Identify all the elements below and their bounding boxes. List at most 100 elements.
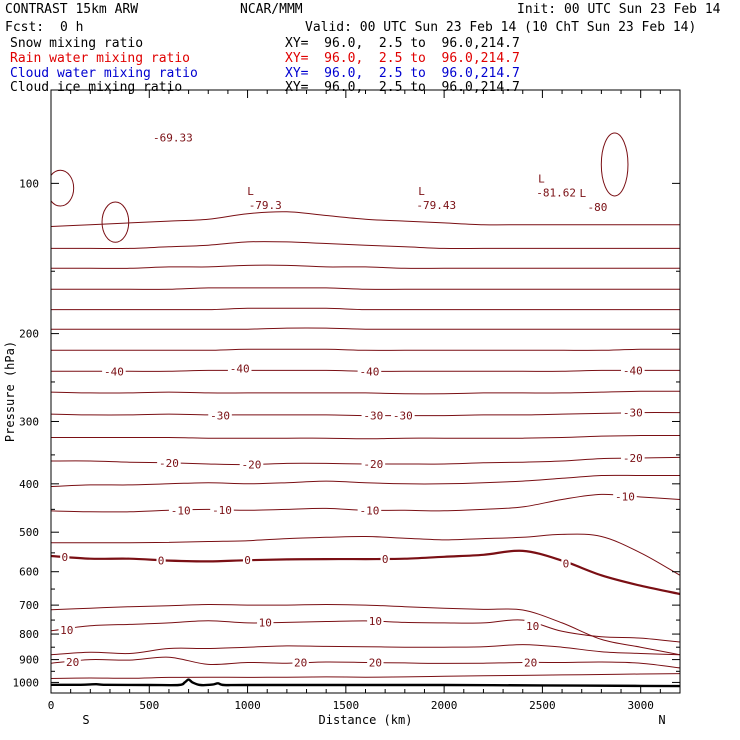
contour-label-bg bbox=[367, 614, 384, 627]
contour-label: -10 bbox=[171, 504, 191, 517]
contour-label: 20 bbox=[66, 656, 79, 669]
contour-label: -30 bbox=[623, 407, 643, 420]
header-fcst-label: Fcst: bbox=[5, 20, 45, 35]
contour-line-10 bbox=[51, 619, 680, 643]
low-value: -79.3 bbox=[249, 199, 282, 212]
x-end-label-south: S bbox=[82, 713, 89, 727]
contour-line-15 bbox=[51, 644, 680, 656]
contour-label-bg bbox=[357, 504, 382, 517]
field-cloudwater-xy: XY= 96.0, 2.5 to 96.0,214.7 bbox=[285, 66, 520, 81]
contour-label: 0 bbox=[158, 555, 165, 568]
header-fcst-value: 0 h bbox=[60, 20, 84, 35]
contour-line-m45 bbox=[51, 348, 680, 351]
field-cloudice-xy: XY= 96.0, 2.5 to 96.0,214.7 bbox=[285, 80, 520, 95]
contour-line-m55 bbox=[51, 307, 680, 311]
x-tick-label: 2000 bbox=[431, 699, 458, 712]
x-axis: 0 500 1000 1500 2000 2500 3000 bbox=[48, 90, 681, 712]
contour-label: 0 bbox=[382, 553, 389, 566]
header-init: Init: 00 UTC Sun 23 Feb 14 bbox=[517, 2, 721, 17]
contour-label-bg bbox=[561, 557, 571, 570]
contour-line-m65 bbox=[51, 264, 680, 269]
x-tick-label: 1500 bbox=[333, 699, 360, 712]
y-tick-label: 100 bbox=[19, 177, 39, 190]
y-tick-label: 900 bbox=[19, 654, 39, 667]
contour-label-bg bbox=[150, 131, 196, 144]
contour-label: -30 bbox=[210, 410, 230, 423]
contour-label: -20 bbox=[242, 459, 262, 472]
contour-label: -20 bbox=[159, 457, 179, 470]
contour-label-bg bbox=[242, 554, 253, 567]
y-tick-label: 600 bbox=[19, 566, 39, 579]
contour-label: 20 bbox=[369, 656, 382, 669]
contour-label: -40 bbox=[230, 363, 250, 376]
contour-line-m75 bbox=[51, 211, 680, 227]
field-rain-name: Rain water mixing ratio bbox=[10, 51, 191, 66]
contour-line-20 bbox=[51, 656, 680, 669]
contour-label-bg bbox=[156, 554, 166, 567]
x-end-label-north: N bbox=[658, 713, 665, 727]
contour-label: -10 bbox=[359, 504, 379, 517]
contour-label: 0 bbox=[244, 554, 251, 567]
contour-label-bg bbox=[208, 409, 232, 422]
low-marker-l: L bbox=[418, 185, 425, 198]
contour-label: 20 bbox=[524, 656, 537, 669]
contour-label-bg bbox=[168, 504, 193, 517]
low-value: -80 bbox=[588, 201, 608, 214]
contour-label-bg bbox=[361, 409, 386, 422]
contour-lines bbox=[51, 132, 680, 679]
contour-label-bg bbox=[64, 655, 81, 668]
contour-line-m35 bbox=[51, 390, 680, 395]
contour-label-bg bbox=[613, 490, 637, 503]
contour-label-bg bbox=[58, 623, 75, 636]
closed-contour bbox=[51, 169, 75, 207]
y-tick-label: 1000 bbox=[13, 676, 40, 689]
low-marker-l: L bbox=[247, 185, 254, 198]
y-tick-label: 400 bbox=[19, 478, 39, 491]
contour-labels: -69.33 -40 -40 -40 -40 -30 -30 -30 -30 -20 -20 -20 -… bbox=[58, 131, 645, 670]
contour-label-bg bbox=[102, 365, 126, 378]
contour-label: 0 bbox=[563, 558, 570, 571]
contour-label-bg bbox=[239, 458, 264, 471]
low-label-bg bbox=[413, 199, 459, 212]
contour-label-bg bbox=[621, 451, 645, 464]
low-markers: L-79.3L-79.43L-81.62 L-80 bbox=[246, 173, 610, 214]
contour-line-0 bbox=[51, 549, 680, 596]
contour-label-bg bbox=[60, 550, 70, 563]
contour-label: -40 bbox=[104, 365, 124, 378]
header-valid: Valid: 00 UTC Sun 23 Feb 14 (10 ChT Sun … bbox=[305, 20, 697, 35]
contour-label: 10 bbox=[60, 624, 73, 637]
contour-label: 10 bbox=[526, 620, 539, 633]
contour-label-bg bbox=[524, 619, 541, 632]
terrain-line bbox=[50, 678, 681, 688]
contour-label: -10 bbox=[615, 490, 635, 503]
x-tick-label: 2500 bbox=[529, 699, 556, 712]
contour-label-bg bbox=[210, 503, 234, 516]
y-tick-label: 700 bbox=[19, 599, 39, 612]
contour-label-bg bbox=[621, 406, 645, 419]
contour-label-bg bbox=[357, 365, 382, 378]
contour-line-m60 bbox=[51, 287, 680, 290]
field-rain-xy: XY= 96.0, 2.5 to 96.0,214.7 bbox=[285, 51, 520, 66]
contour-label-bg bbox=[227, 362, 252, 375]
contour-label: -40 bbox=[623, 364, 643, 377]
contour-label: -30 bbox=[393, 410, 413, 423]
low-label-bg bbox=[246, 199, 285, 212]
field-snow-xy: XY= 96.0, 2.5 to 96.0,214.7 bbox=[285, 36, 520, 51]
low-value: -81.62 bbox=[536, 187, 576, 200]
contour-label-bg bbox=[361, 457, 386, 470]
contour-line-m50 bbox=[51, 327, 680, 330]
header-org: NCAR/MMM bbox=[240, 2, 303, 17]
contour-label: -40 bbox=[359, 365, 379, 378]
y-tick-label: 800 bbox=[19, 628, 39, 641]
contour-line-m70 bbox=[51, 241, 680, 250]
x-tick-label: 0 bbox=[48, 699, 55, 712]
contour-label-bg bbox=[257, 616, 274, 629]
contour-line-m15 bbox=[51, 474, 680, 487]
x-tick-label: 1000 bbox=[234, 699, 261, 712]
contour-line-m5 bbox=[51, 533, 680, 576]
closed-contour bbox=[600, 132, 629, 197]
contour-label: 20 bbox=[294, 657, 307, 670]
contour-label-bg bbox=[367, 656, 384, 669]
low-label-bg bbox=[533, 186, 579, 199]
